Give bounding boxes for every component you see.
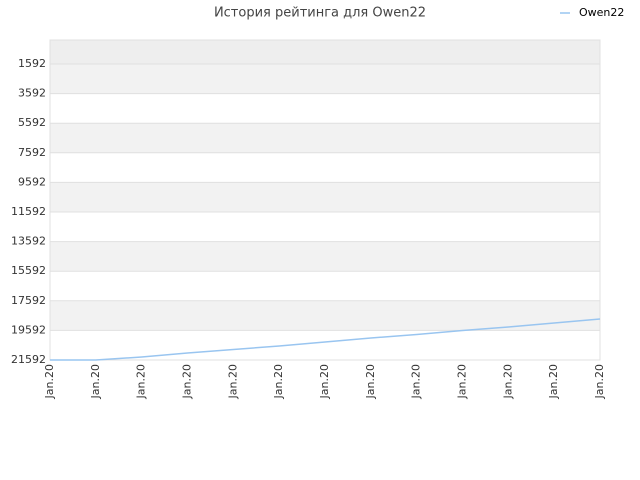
y-tick-label: 11592 [11,205,46,218]
y-tick-label: 5592 [18,116,46,129]
x-tick-label: Jan.20 [43,364,56,399]
y-tick-label: 3592 [18,87,46,100]
grid-band [50,330,600,360]
x-tick-label: Jan.20 [456,364,469,399]
grid-band [50,241,600,272]
x-tick-label: Jan.20 [593,364,606,399]
x-tick-label: Jan.20 [318,364,331,399]
legend-label: Owen22 [579,6,624,19]
grid-band [50,93,600,124]
grid-band [50,212,600,242]
x-tick-label: Jan.20 [135,364,148,399]
y-tick-label: 17592 [11,294,46,307]
x-tick-label: Jan.20 [410,364,423,399]
x-tick-label: Jan.20 [89,364,102,399]
grid-band [50,123,600,153]
y-tick-label: 21592 [11,353,46,366]
data-line [50,318,601,361]
y-tick-label: 1592 [18,57,46,70]
grid-band [50,300,600,331]
y-tick-label: 7592 [18,146,46,159]
grid-band [50,152,600,183]
y-tick-label: 15592 [11,264,46,277]
x-tick-label: Jan.20 [272,364,285,399]
x-tick-label: Jan.20 [501,364,514,399]
x-tick-label: Jan.20 [547,364,560,399]
y-tick-label: 13592 [11,235,46,248]
x-tick-label: Jan.20 [364,364,377,399]
grid-band [50,182,600,213]
x-tick-label: Jan.20 [181,364,194,399]
y-tick-label: 9592 [18,175,46,188]
grid-band [50,64,600,94]
grid-band [50,40,600,65]
x-tick-label: Jan.20 [226,364,239,399]
y-tick-label: 19592 [11,323,46,336]
grid-band [50,271,600,301]
chart-title: История рейтинга для Owen22 [214,6,426,21]
